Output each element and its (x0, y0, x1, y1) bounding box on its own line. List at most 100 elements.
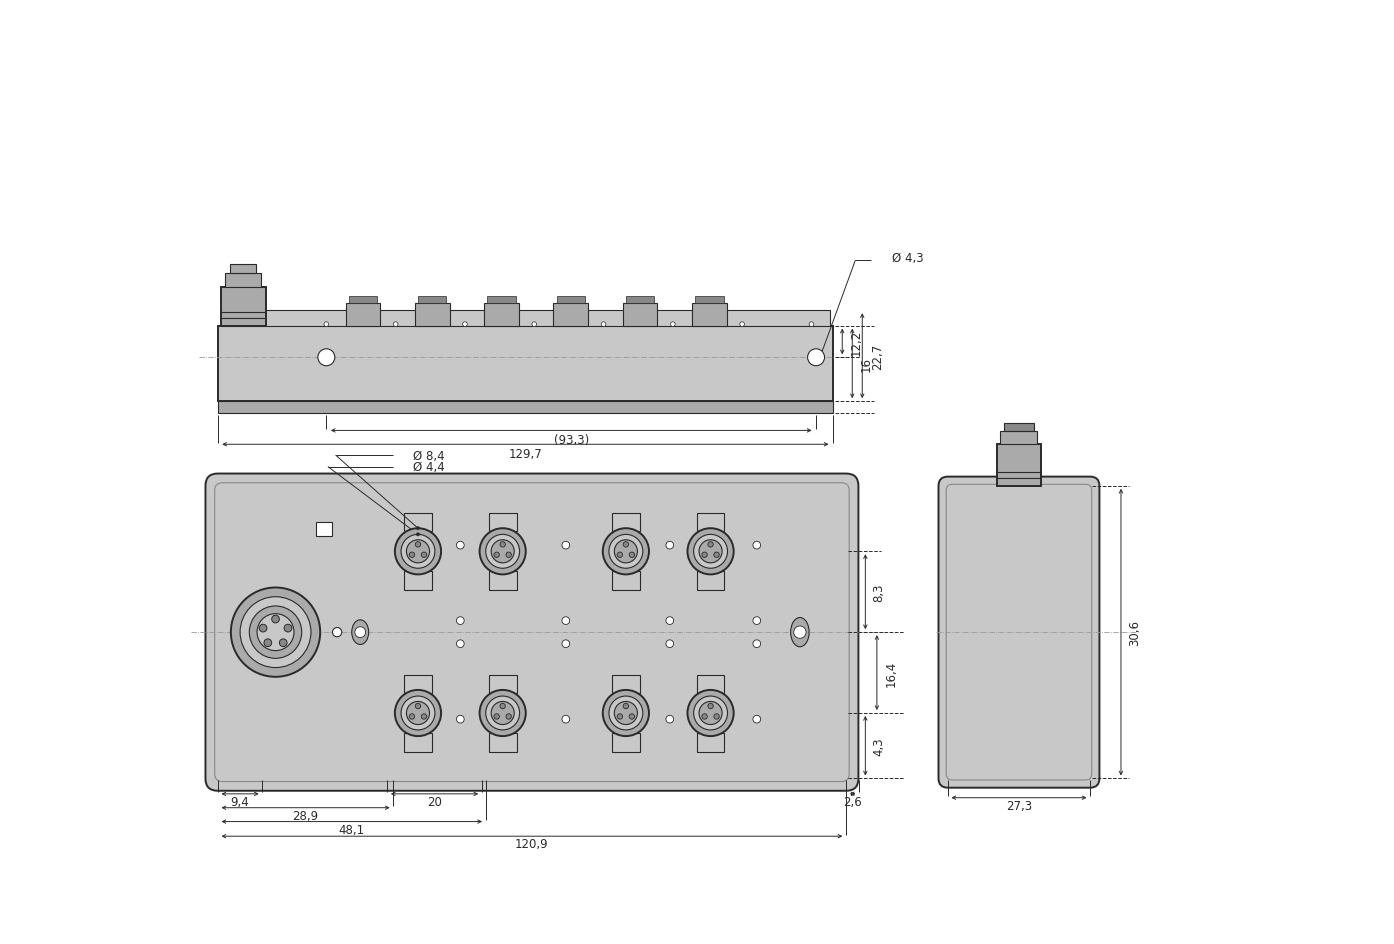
Circle shape (240, 598, 311, 667)
Bar (697, 675, 725, 693)
Circle shape (491, 540, 514, 564)
Circle shape (694, 535, 728, 568)
Text: 9,4: 9,4 (231, 795, 250, 808)
Bar (489, 514, 517, 531)
Text: 12,2: 12,2 (849, 329, 863, 355)
Circle shape (629, 552, 634, 558)
Circle shape (355, 627, 365, 638)
Circle shape (256, 614, 294, 651)
Circle shape (698, 540, 722, 564)
Circle shape (401, 535, 435, 568)
Bar (489, 572, 517, 590)
Circle shape (714, 714, 719, 719)
Circle shape (500, 542, 506, 548)
Bar (697, 572, 725, 590)
Circle shape (401, 697, 435, 730)
Circle shape (456, 716, 464, 723)
Circle shape (609, 697, 643, 730)
Circle shape (250, 606, 301, 659)
Circle shape (407, 540, 429, 564)
Circle shape (506, 552, 512, 558)
FancyBboxPatch shape (215, 483, 849, 782)
Bar (489, 733, 517, 751)
Text: 16: 16 (860, 357, 873, 372)
Circle shape (562, 542, 570, 549)
Text: Ø 4,4: Ø 4,4 (413, 461, 445, 474)
Circle shape (618, 714, 623, 719)
Bar (404, 675, 432, 693)
Text: (93,3): (93,3) (553, 433, 588, 447)
Text: 4,3: 4,3 (873, 736, 885, 755)
Circle shape (666, 640, 673, 648)
Circle shape (333, 628, 342, 637)
Circle shape (410, 714, 414, 719)
Text: Ø 4,3: Ø 4,3 (892, 252, 924, 265)
Bar (612, 572, 640, 590)
Bar (348, 297, 378, 303)
Bar (553, 303, 588, 327)
Bar (316, 522, 332, 536)
Text: 20: 20 (427, 795, 442, 808)
Text: 120,9: 120,9 (516, 837, 549, 851)
Circle shape (753, 640, 761, 648)
Circle shape (629, 714, 634, 719)
Bar (220, 288, 265, 327)
Circle shape (417, 527, 420, 531)
Circle shape (415, 703, 421, 709)
Circle shape (456, 617, 464, 625)
Circle shape (666, 542, 673, 549)
Circle shape (410, 552, 414, 558)
Bar (623, 303, 658, 327)
Circle shape (671, 323, 675, 328)
Text: 27,3: 27,3 (1006, 799, 1032, 812)
Circle shape (456, 640, 464, 648)
Text: 8,3: 8,3 (873, 582, 885, 601)
Circle shape (623, 542, 629, 548)
Circle shape (480, 529, 526, 575)
Circle shape (417, 533, 420, 536)
Circle shape (807, 349, 824, 366)
Bar (626, 297, 654, 303)
Circle shape (463, 323, 467, 328)
Bar (697, 514, 725, 531)
Bar (418, 297, 446, 303)
Bar (488, 297, 516, 303)
Circle shape (500, 703, 506, 709)
Circle shape (740, 323, 744, 328)
Bar (272, 603, 279, 611)
Circle shape (687, 690, 733, 736)
Circle shape (793, 626, 806, 639)
Circle shape (323, 323, 329, 328)
Bar (346, 303, 381, 327)
Circle shape (753, 617, 761, 625)
Bar (997, 444, 1041, 486)
FancyBboxPatch shape (205, 474, 859, 791)
Circle shape (701, 552, 707, 558)
Bar (226, 274, 261, 288)
Circle shape (562, 716, 570, 723)
Circle shape (708, 542, 714, 548)
Circle shape (393, 323, 397, 328)
Circle shape (421, 714, 427, 719)
Circle shape (272, 615, 279, 623)
Ellipse shape (790, 618, 809, 647)
Circle shape (602, 529, 650, 575)
Bar (415, 303, 449, 327)
Text: 129,7: 129,7 (509, 447, 542, 461)
Circle shape (407, 701, 429, 725)
Text: 22,7: 22,7 (871, 344, 884, 369)
Text: Ø 8,4: Ø 8,4 (413, 449, 445, 462)
Bar (230, 265, 256, 274)
Circle shape (421, 552, 427, 558)
Text: 16,4: 16,4 (884, 660, 898, 686)
Bar (696, 297, 723, 303)
Text: 28,9: 28,9 (293, 809, 319, 822)
Circle shape (506, 714, 512, 719)
Bar (612, 514, 640, 531)
Circle shape (615, 540, 637, 564)
Bar (691, 303, 726, 327)
Bar (404, 733, 432, 751)
Circle shape (708, 703, 714, 709)
Text: 48,1: 48,1 (339, 823, 365, 835)
Text: 30,6: 30,6 (1128, 619, 1142, 646)
